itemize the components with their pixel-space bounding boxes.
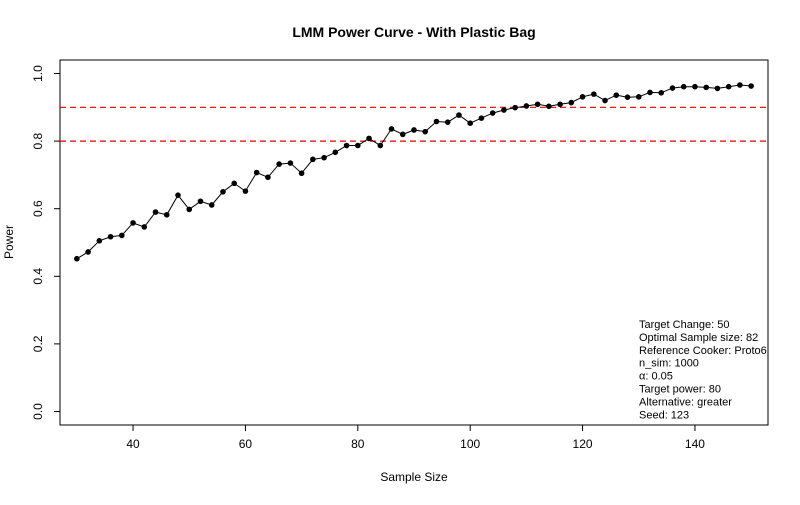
data-point-38: [501, 107, 507, 113]
data-point-9: [175, 192, 181, 198]
data-point-54: [680, 83, 687, 90]
data-point-32: [433, 118, 440, 125]
data-point-56: [703, 84, 709, 91]
y-tick-label-3: 0.6: [31, 200, 45, 217]
data-point-3: [107, 233, 114, 240]
data-point-34: [456, 112, 462, 118]
series-line-group: [76, 84, 752, 260]
data-point-57: [714, 85, 721, 92]
data-point-59: [737, 82, 743, 88]
data-point-6: [141, 224, 148, 230]
chart-title: LMM Power Curve - With Plastic Bag: [292, 24, 535, 40]
data-point-31: [422, 128, 429, 135]
data-point-22: [321, 154, 327, 161]
data-point-14: [231, 180, 237, 187]
data-point-23: [332, 149, 339, 156]
y-tick-label-4: 0.8: [31, 132, 45, 149]
y-axis-label: Power: [2, 225, 16, 259]
data-point-39: [512, 104, 518, 111]
data-point-25: [355, 142, 361, 149]
x-tick-label-2: 80: [351, 437, 365, 451]
data-point-29: [399, 131, 406, 138]
legend-line-2: Reference Cooker: Proto6: [639, 345, 767, 357]
data-point-7: [152, 209, 159, 215]
data-point-45: [579, 94, 586, 100]
series-line: [76, 84, 752, 260]
data-point-60: [748, 83, 754, 89]
data-point-16: [253, 169, 260, 176]
y-tick-label-0: 0.0: [31, 403, 45, 420]
legend-line-3: n_sim: 1000: [639, 358, 699, 370]
data-point-11: [197, 198, 204, 205]
x-axis-label: Sample Size: [380, 470, 448, 484]
data-point-21: [310, 156, 316, 163]
data-point-8: [163, 211, 170, 218]
data-point-10: [186, 206, 193, 213]
y-tick-label-5: 1.0: [31, 65, 45, 82]
legend-line-1: Optimal Sample size: 82: [639, 332, 758, 344]
legend-line-7: Seed: 123: [639, 409, 689, 421]
reference-lines: [60, 106, 768, 142]
x-tick-label-1: 60: [239, 437, 253, 451]
data-point-53: [669, 85, 676, 91]
data-point-50: [635, 94, 642, 100]
data-point-12: [208, 202, 215, 208]
data-point-28: [388, 126, 395, 132]
data-point-51: [647, 89, 653, 96]
data-point-43: [557, 101, 563, 108]
data-point-46: [591, 91, 597, 97]
data-point-42: [546, 103, 552, 110]
x-tick-label-5: 140: [685, 437, 705, 451]
data-point-0: [74, 255, 80, 262]
data-point-35: [467, 120, 473, 126]
data-point-44: [568, 99, 575, 106]
data-point-17: [265, 174, 271, 181]
x-tick-label-3: 100: [460, 437, 480, 451]
y-tick-label-2: 0.4: [31, 268, 45, 285]
data-point-4: [119, 232, 125, 239]
series-points: [74, 82, 754, 262]
data-point-26: [366, 135, 372, 142]
legend-line-5: Target power: 80: [639, 384, 721, 396]
data-point-33: [444, 119, 451, 125]
data-point-1: [85, 249, 91, 255]
data-point-15: [242, 188, 249, 194]
data-point-41: [534, 101, 541, 108]
data-point-55: [692, 83, 698, 90]
data-point-5: [130, 220, 136, 226]
data-point-52: [658, 89, 665, 96]
legend-line-0: Target Change: 50: [639, 319, 730, 331]
data-point-49: [624, 94, 631, 100]
legend-line-6: Alternative: greater: [639, 396, 732, 408]
data-point-2: [96, 238, 103, 244]
x-tick-label-0: 40: [126, 437, 140, 451]
data-point-48: [613, 92, 620, 98]
legend-line-4: α: 0.05: [639, 371, 673, 383]
x-tick-label-4: 120: [573, 437, 593, 451]
data-point-37: [489, 110, 496, 116]
data-point-13: [220, 189, 226, 195]
data-point-40: [523, 103, 530, 109]
y-tick-label-1: 0.2: [31, 335, 45, 352]
data-point-24: [343, 142, 350, 149]
y-axis: 0.0 0.2 0.4 0.6 0.8 1.0: [31, 65, 60, 420]
data-point-58: [725, 83, 732, 90]
data-point-19: [287, 160, 294, 166]
data-point-47: [602, 97, 608, 104]
plot-area-frame: [59, 59, 769, 426]
data-point-27: [377, 142, 384, 149]
data-point-30: [411, 127, 417, 133]
x-axis: 40 60 80 100 120 140: [126, 425, 705, 451]
data-point-20: [298, 170, 305, 177]
data-point-18: [276, 161, 282, 167]
data-point-36: [478, 115, 485, 121]
